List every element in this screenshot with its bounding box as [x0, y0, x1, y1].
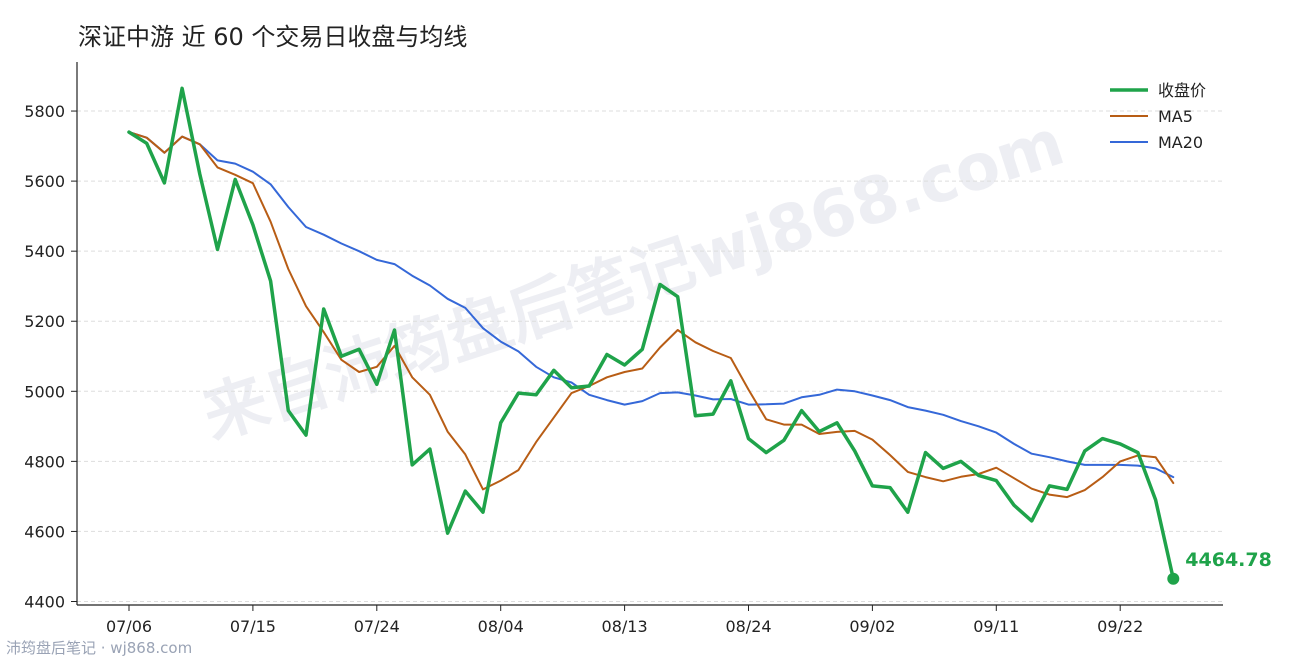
- last-value-label: 4464.78: [1185, 549, 1272, 571]
- y-tick-label: 5000: [24, 382, 65, 401]
- x-tick-label: 07/24: [354, 617, 400, 636]
- last-value-marker: [1167, 572, 1180, 585]
- last-value-marker-group: 4464.78: [1167, 549, 1272, 585]
- chart-title: 深证中游 近 60 个交易日收盘与均线: [78, 23, 467, 51]
- legend: 收盘价 MA5 MA20: [1110, 81, 1206, 152]
- y-tick-label: 5400: [24, 242, 65, 261]
- x-tick-label: 07/15: [230, 617, 276, 636]
- y-tick-label: 5600: [24, 172, 65, 191]
- x-tick-label: 08/04: [478, 617, 524, 636]
- y-tick-label: 4600: [24, 522, 65, 541]
- series-line-ma20: [128, 131, 1175, 479]
- legend-label-close: 收盘价: [1158, 81, 1206, 100]
- x-tick-label: 07/06: [106, 617, 152, 636]
- series-line-ma5: [128, 131, 1175, 499]
- legend-label-ma5: MA5: [1158, 107, 1193, 126]
- axes: 4400 4600 4800 5000 5200 5400 5600 5800 07/06 07/…: [24, 62, 1223, 636]
- y-tick-label: 5200: [24, 312, 65, 331]
- y-tick-label: 4800: [24, 452, 65, 471]
- x-tick-label: 08/13: [602, 617, 648, 636]
- series-line-close: [127, 86, 1176, 581]
- x-tick-label: 09/02: [849, 617, 895, 636]
- source-note: 沛筠盘后笔记 · wj868.com: [6, 639, 192, 657]
- series-lines: [127, 86, 1176, 581]
- y-tick-label: 4400: [24, 592, 65, 611]
- legend-label-ma20: MA20: [1158, 133, 1203, 152]
- x-tick-label: 08/24: [725, 617, 771, 636]
- grid-lines: [77, 110, 1223, 602]
- y-tick-label: 5800: [24, 102, 65, 121]
- x-tick-label: 09/22: [1097, 617, 1143, 636]
- x-tick-label: 09/11: [973, 617, 1019, 636]
